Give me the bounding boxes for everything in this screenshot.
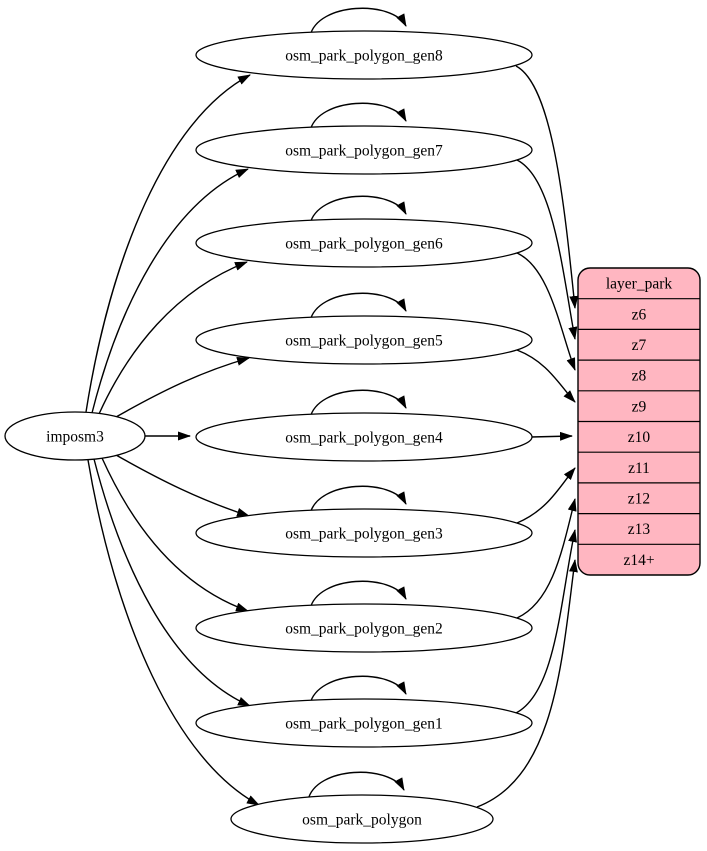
node-osm_park_polygon_gen6: osm_park_polygon_gen6 xyxy=(195,218,533,268)
layer-row-z9: z9 xyxy=(632,398,647,415)
imposm3-ellipse xyxy=(4,411,146,461)
node-osm_park_polygon_gen2: osm_park_polygon_gen2 xyxy=(195,603,533,653)
edge-imposm3-to-gen1 xyxy=(93,458,251,707)
edge-gen5-to-z9 xyxy=(516,349,576,403)
layer-row-z10: z10 xyxy=(628,429,651,446)
layer-row-z13: z13 xyxy=(628,521,651,538)
selfloop-gen6 xyxy=(309,195,407,225)
edge-gen7-to-z7 xyxy=(516,159,578,340)
node-osm_park_polygon_gen7: osm_park_polygon_gen7 xyxy=(195,125,533,175)
edge-imposm3-to-gen3 xyxy=(115,454,250,517)
gen6-label: osm_park_polygon_gen6 xyxy=(285,236,443,253)
edge-gen6-to-z8 xyxy=(516,252,576,371)
edge-gen2-to-z12 xyxy=(516,498,577,619)
edge-gen8-to-z6 xyxy=(515,65,579,309)
node-osm_park_polygon_gen1: osm_park_polygon_gen1 xyxy=(195,698,533,748)
gen5-ellipse xyxy=(195,315,533,365)
gen5-label: osm_park_polygon_gen5 xyxy=(285,333,443,350)
node-imposm3: imposm3 xyxy=(4,411,146,461)
layer-row-z11: z11 xyxy=(628,460,650,477)
selfloop-gen2 xyxy=(309,580,407,610)
layer-row-z6: z6 xyxy=(632,307,647,324)
gen7-label: osm_park_polygon_gen7 xyxy=(285,143,443,160)
selfloop-gen7 xyxy=(309,102,407,132)
edge-gen3-to-z11 xyxy=(516,467,576,524)
layer-row-z14plus: z14+ xyxy=(623,552,654,569)
node-osm_park_polygon_gen8: osm_park_polygon_gen8 xyxy=(195,30,533,80)
edge-imposm3-to-gen2 xyxy=(101,457,249,612)
gen4-label: osm_park_polygon_gen4 xyxy=(285,430,443,447)
layer-row-z12: z12 xyxy=(628,491,650,508)
node-osm_park_polygon_gen4: osm_park_polygon_gen4 xyxy=(195,412,533,462)
imposm3-label: imposm3 xyxy=(46,429,104,446)
gen7-ellipse xyxy=(195,125,533,175)
edge-imposm3-to-gen8 xyxy=(85,74,251,413)
layer-row-z8: z8 xyxy=(632,368,647,385)
edge-imposm3-to-polygon xyxy=(87,459,260,806)
gen2-ellipse xyxy=(195,603,533,653)
gen8-ellipse xyxy=(195,30,533,80)
selfloop-gen5 xyxy=(309,292,407,322)
self-loop-edges xyxy=(307,7,407,801)
gen6-ellipse xyxy=(195,218,533,268)
layer-row-z7: z7 xyxy=(632,337,647,354)
gen3-ellipse xyxy=(195,508,533,558)
selfloop-gen3 xyxy=(309,485,407,515)
gen3-label: osm_park_polygon_gen3 xyxy=(285,526,443,543)
layer-park-title: layer_park xyxy=(606,276,673,293)
selfloop-gen1 xyxy=(309,675,407,705)
selfloop-polygon xyxy=(307,771,405,801)
node-osm_park_polygon_gen3: osm_park_polygon_gen3 xyxy=(195,508,533,558)
polygon-label: osm_park_polygon xyxy=(302,812,422,829)
node-osm_park_polygon: osm_park_polygon xyxy=(230,794,494,844)
edge-imposm3-to-gen7 xyxy=(91,168,249,414)
edge-imposm3-to-gen6 xyxy=(98,261,248,415)
node-layer_park: layer_park z6 z7 z8 z9 z10 z11 z12 z13 z… xyxy=(577,267,701,576)
edges-tables-to-layer xyxy=(476,65,579,808)
gen4-ellipse xyxy=(195,412,533,462)
edge-imposm3-to-gen5 xyxy=(115,356,250,418)
gen2-label: osm_park_polygon_gen2 xyxy=(285,621,443,638)
polygon-ellipse xyxy=(230,794,494,844)
edge-gen4-to-z10 xyxy=(530,431,573,441)
gen1-ellipse xyxy=(195,698,533,748)
node-osm_park_polygon_gen5: osm_park_polygon_gen5 xyxy=(195,315,533,365)
edge-gen1-to-z13 xyxy=(515,529,577,714)
gen1-label: osm_park_polygon_gen1 xyxy=(285,716,443,733)
edge-polygon-to-z14plus xyxy=(476,559,578,808)
selfloop-gen8 xyxy=(309,7,407,37)
selfloop-gen4 xyxy=(309,389,407,419)
edges-imposm3-to-tables xyxy=(85,74,260,806)
gen8-label: osm_park_polygon_gen8 xyxy=(285,48,443,65)
